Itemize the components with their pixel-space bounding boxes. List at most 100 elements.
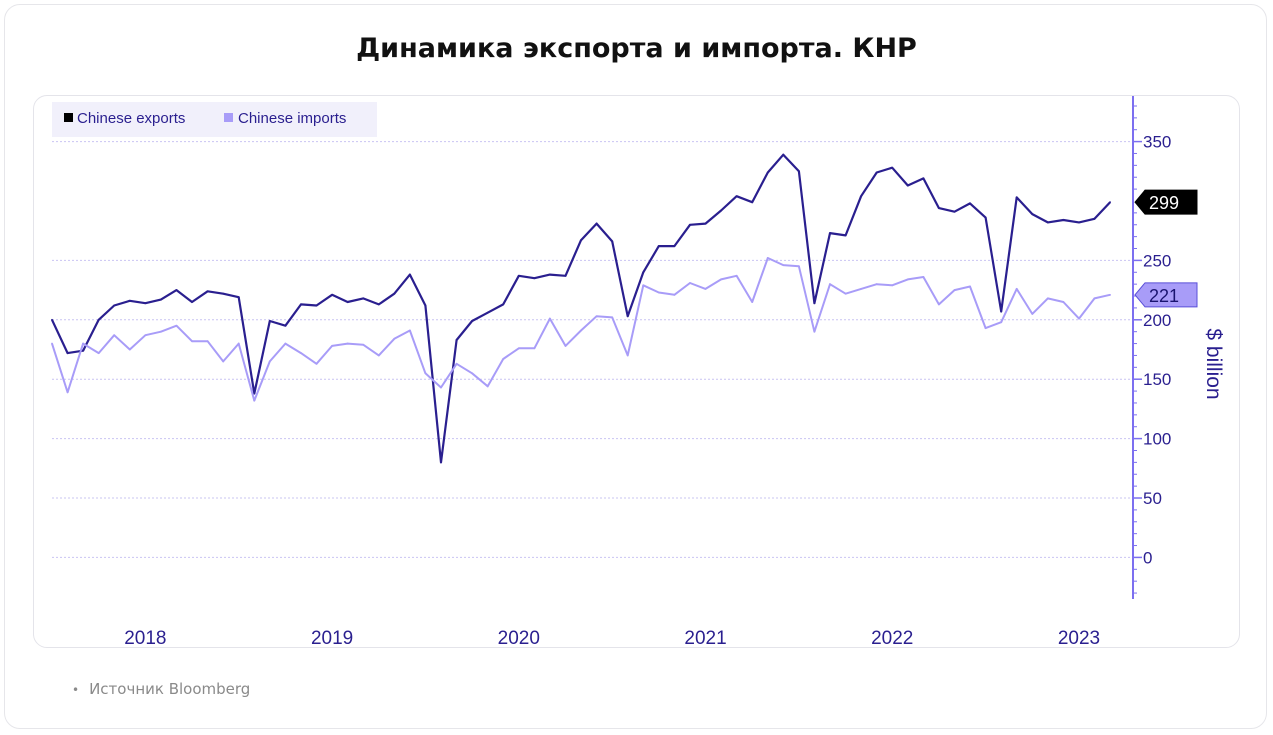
x-year-label: 2021 <box>684 628 726 648</box>
data-point <box>657 245 660 248</box>
data-point <box>564 345 567 347</box>
data-point <box>408 329 411 332</box>
data-point <box>906 278 909 281</box>
bullet-icon: • <box>72 683 80 697</box>
data-point <box>984 216 987 219</box>
last-value-tag-exports <box>1134 189 1198 215</box>
data-point <box>735 195 738 198</box>
data-point <box>922 177 925 180</box>
data-point <box>720 209 722 212</box>
data-point <box>549 317 551 320</box>
data-point <box>953 210 956 213</box>
data-point <box>938 207 940 210</box>
data-point <box>611 316 614 319</box>
data-point <box>471 320 474 322</box>
data-point <box>595 222 598 225</box>
legend: Chinese exports Chinese imports <box>52 102 377 137</box>
data-point <box>440 386 442 389</box>
last-value-label: 299 <box>1149 193 1179 213</box>
data-point <box>611 240 614 243</box>
data-point <box>1078 221 1080 224</box>
data-point <box>486 311 489 314</box>
data-point <box>408 273 411 276</box>
data-point <box>1078 317 1080 320</box>
data-point <box>82 342 85 345</box>
data-point <box>113 334 116 337</box>
data-point <box>953 289 956 291</box>
y-tick-label: 50 <box>1143 489 1162 508</box>
data-point <box>1031 213 1034 215</box>
x-year-label: 2019 <box>311 628 353 648</box>
data-point <box>113 304 116 307</box>
data-point <box>1093 217 1096 220</box>
data-point <box>331 345 333 347</box>
data-point <box>766 171 769 174</box>
data-point <box>393 292 396 295</box>
source-note: • Источник Bloomberg <box>72 680 250 698</box>
data-point <box>253 399 256 402</box>
data-point <box>175 289 178 291</box>
data-point <box>829 283 831 286</box>
data-point <box>564 274 567 277</box>
data-point <box>268 320 271 322</box>
data-point <box>844 292 847 295</box>
data-point <box>440 461 442 464</box>
data-point <box>502 303 505 306</box>
data-point <box>424 304 427 307</box>
last-value-tag-imports <box>1134 282 1198 308</box>
last-value-label: 221 <box>1149 286 1179 306</box>
data-point <box>1000 310 1003 313</box>
data-point <box>1109 201 1111 204</box>
data-point <box>1093 297 1096 300</box>
data-point <box>906 184 909 187</box>
y-tick-label: 350 <box>1143 133 1171 152</box>
data-point <box>1062 301 1065 303</box>
data-point <box>362 297 365 300</box>
data-point <box>377 354 380 357</box>
data-point <box>891 284 894 287</box>
chart-frame: 0 50 100 150 200 250 350 2018 2019 2020 2021 2022 2… <box>33 95 1240 648</box>
data-point <box>517 347 520 350</box>
data-point <box>128 299 131 302</box>
data-point <box>144 334 147 337</box>
data-point <box>673 245 676 248</box>
data-point <box>144 302 147 305</box>
data-point <box>1015 288 1018 290</box>
data-point <box>626 315 629 318</box>
last-value-labels: 299 221 <box>1134 189 1198 308</box>
data-point <box>1046 297 1049 300</box>
data-point <box>315 304 318 307</box>
data-point <box>922 276 925 278</box>
data-point <box>860 195 863 198</box>
data-point <box>222 360 225 363</box>
data-point <box>689 282 691 284</box>
data-point <box>191 301 193 303</box>
data-point <box>549 273 551 276</box>
data-point <box>1015 196 1018 199</box>
data-point <box>673 293 676 296</box>
data-point <box>191 340 193 343</box>
data-point <box>782 153 785 156</box>
data-point <box>97 352 100 354</box>
data-point <box>97 318 100 321</box>
data-point <box>875 171 878 174</box>
data-point <box>300 352 302 354</box>
data-point <box>237 296 240 299</box>
data-point <box>766 257 769 259</box>
data-point <box>533 347 536 350</box>
y-tick-label: 250 <box>1143 251 1171 270</box>
data-point <box>1109 293 1111 296</box>
data-point <box>642 284 645 287</box>
data-point <box>362 343 365 346</box>
data-point <box>284 324 287 327</box>
data-point <box>1031 312 1034 315</box>
x-year-label: 2018 <box>124 628 166 648</box>
data-point <box>455 339 458 341</box>
data-point <box>175 324 178 327</box>
data-point <box>346 301 349 303</box>
data-point <box>424 372 427 375</box>
data-point <box>51 318 53 321</box>
y-axis: 0 50 100 150 200 250 350 <box>1132 96 1171 599</box>
data-point <box>486 385 489 388</box>
data-point <box>891 166 894 169</box>
